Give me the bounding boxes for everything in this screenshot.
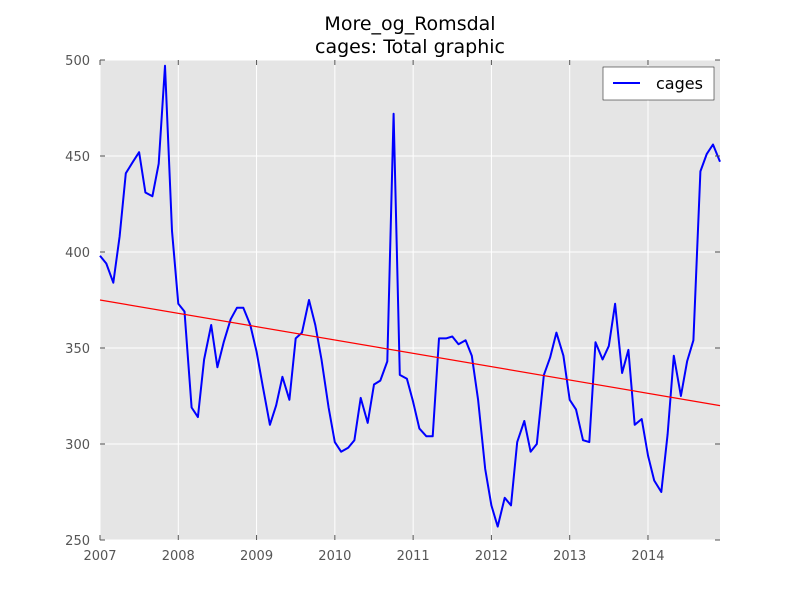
plot-area [100, 60, 720, 540]
x-tick-label: 2010 [318, 549, 351, 564]
x-tick-label: 2009 [240, 549, 273, 564]
legend-label-cages: cages [656, 74, 703, 93]
y-tick-label: 400 [65, 246, 90, 261]
chart-title: More_og_Romsdal [324, 13, 495, 35]
legend: cages [602, 66, 715, 101]
x-tick-label: 2014 [631, 549, 664, 564]
x-tick-label: 2008 [162, 549, 195, 564]
x-tick-label: 2011 [397, 549, 430, 564]
x-tick-label: 2013 [553, 549, 586, 564]
y-tick-label: 250 [65, 534, 90, 549]
y-tick-label: 500 [65, 54, 90, 69]
chart-subtitle: cages: Total graphic [315, 36, 505, 58]
series-layer [99, 64, 721, 528]
y-tick-label: 450 [65, 150, 90, 165]
trend-line [99, 299, 721, 407]
ticks: 2007 2008 2009 2010 2011 2012 2013 2014 250 300 35… [65, 54, 720, 564]
y-tick-label: 300 [65, 438, 90, 453]
x-tick-label: 2007 [83, 549, 116, 564]
x-tick-label: 2012 [475, 549, 508, 564]
series-line-cages [99, 64, 721, 528]
grid [99, 59, 720, 541]
y-tick-label: 350 [65, 342, 90, 357]
